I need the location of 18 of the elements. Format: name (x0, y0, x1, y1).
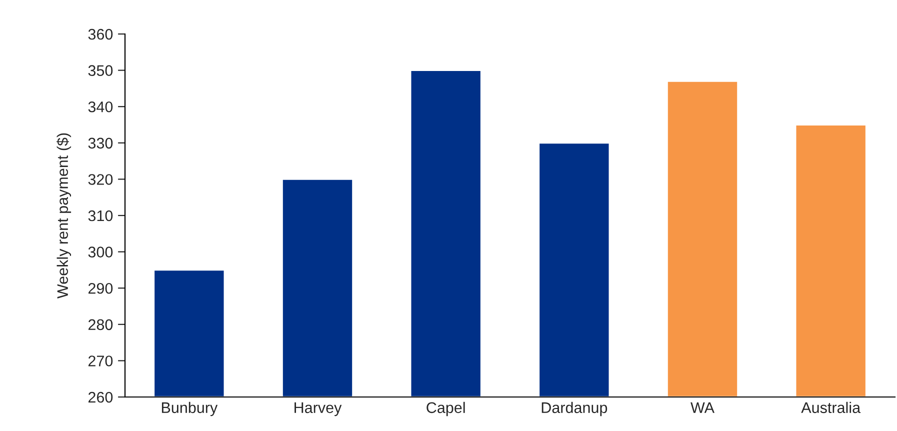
y-tick-label: 330 (88, 138, 113, 149)
x-tick-label: Bunbury (162, 402, 218, 416)
y-tick-label: 260 (88, 392, 113, 403)
x-tick-label: Dardanup (542, 402, 608, 416)
y-tick-label: 360 (88, 28, 113, 40)
y-tick-label: 290 (88, 282, 113, 294)
x-tick-label: Australia (801, 402, 861, 414)
y-tick-label: 300 (88, 246, 113, 258)
y-tick-label: 310 (88, 210, 113, 222)
y-tick-label: 270 (88, 356, 113, 366)
y-tick-label: 320 (88, 174, 113, 185)
x-tick-label: Harvey (294, 402, 342, 416)
y-tick-label: 280 (88, 319, 113, 330)
y-tick-label: 340 (88, 101, 113, 112)
y-tick-label: 350 (88, 65, 113, 76)
x-tick-label: Capel (426, 402, 465, 416)
x-tick-label: WA (690, 402, 714, 413)
y-axis-title: Weekly rent payment ($) (56, 133, 72, 298)
